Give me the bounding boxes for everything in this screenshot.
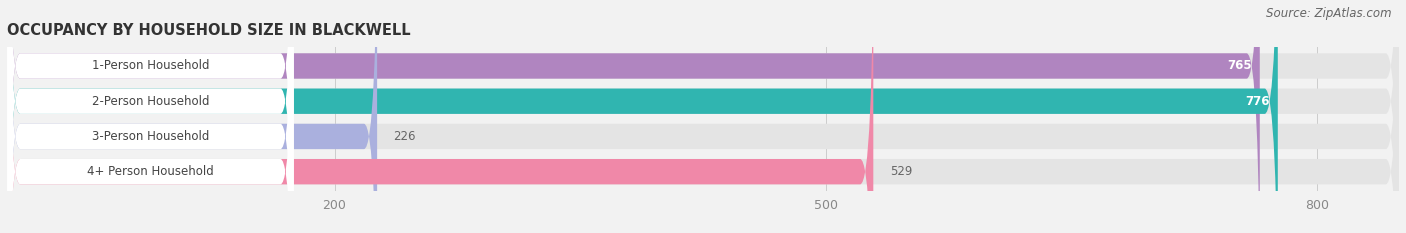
Text: 776: 776	[1246, 95, 1270, 108]
FancyBboxPatch shape	[7, 0, 294, 233]
Text: 1-Person Household: 1-Person Household	[91, 59, 209, 72]
FancyBboxPatch shape	[7, 0, 377, 233]
Text: OCCUPANCY BY HOUSEHOLD SIZE IN BLACKWELL: OCCUPANCY BY HOUSEHOLD SIZE IN BLACKWELL	[7, 24, 411, 38]
FancyBboxPatch shape	[7, 0, 873, 233]
FancyBboxPatch shape	[7, 0, 294, 233]
FancyBboxPatch shape	[7, 0, 294, 233]
Text: 3-Person Household: 3-Person Household	[91, 130, 209, 143]
Text: 529: 529	[890, 165, 912, 178]
FancyBboxPatch shape	[7, 0, 294, 233]
FancyBboxPatch shape	[7, 0, 1399, 233]
FancyBboxPatch shape	[7, 0, 1260, 233]
FancyBboxPatch shape	[7, 0, 1399, 233]
FancyBboxPatch shape	[7, 0, 1399, 233]
Text: 4+ Person Household: 4+ Person Household	[87, 165, 214, 178]
Text: 226: 226	[394, 130, 416, 143]
Text: Source: ZipAtlas.com: Source: ZipAtlas.com	[1267, 7, 1392, 20]
FancyBboxPatch shape	[7, 0, 1399, 233]
Text: 765: 765	[1227, 59, 1251, 72]
FancyBboxPatch shape	[7, 0, 1278, 233]
Text: 2-Person Household: 2-Person Household	[91, 95, 209, 108]
